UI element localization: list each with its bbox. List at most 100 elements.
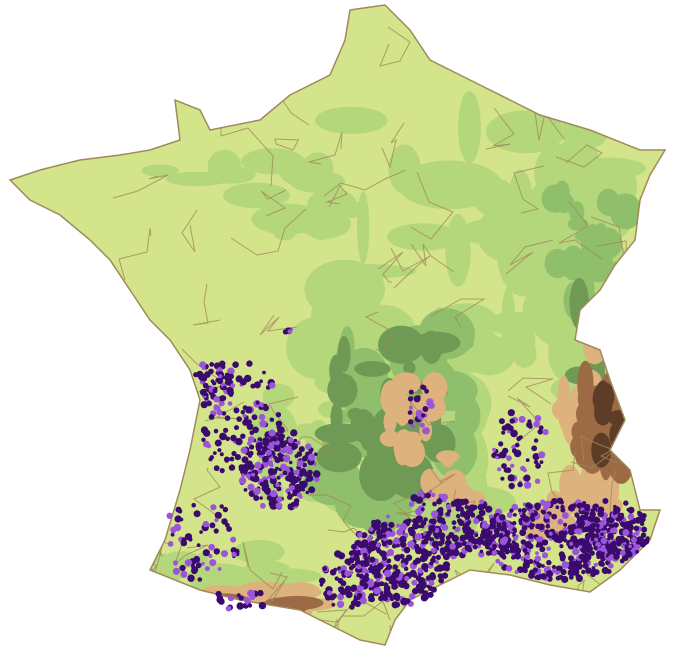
occurrence-point bbox=[638, 536, 644, 543]
department-border bbox=[192, 283, 221, 326]
mountain-mid-patch bbox=[551, 396, 583, 423]
occurrence-point bbox=[572, 568, 580, 576]
occurrence-point bbox=[220, 433, 227, 440]
occurrence-point bbox=[447, 508, 452, 514]
occurrence-point bbox=[373, 580, 381, 588]
mountain-mid-patch bbox=[619, 345, 638, 400]
occurrence-point bbox=[493, 532, 499, 538]
occurrence-point bbox=[243, 488, 248, 492]
occurrence-point bbox=[434, 560, 439, 565]
occurrence-point bbox=[208, 368, 214, 375]
occurrence-point bbox=[375, 578, 381, 583]
department-border bbox=[589, 16, 623, 78]
occurrence-point bbox=[510, 429, 518, 438]
occurrence-point bbox=[282, 470, 288, 476]
occurrence-point bbox=[173, 560, 178, 566]
occurrence-point bbox=[280, 463, 287, 471]
occurrence-point bbox=[366, 545, 374, 553]
upland-patch bbox=[596, 188, 620, 216]
occurrence-point bbox=[427, 591, 434, 598]
occurrence-point bbox=[417, 567, 424, 574]
occurrence-point bbox=[554, 569, 561, 575]
occurrence-point bbox=[501, 463, 507, 469]
occurrence-point bbox=[601, 544, 606, 550]
occurrence-point bbox=[483, 523, 488, 529]
occurrence-point bbox=[530, 512, 536, 518]
mountain-mid-patch bbox=[399, 438, 425, 468]
occurrence-point bbox=[559, 544, 564, 549]
occurrence-point bbox=[322, 566, 328, 572]
occurrence-point bbox=[225, 605, 232, 612]
occurrence-point bbox=[272, 436, 278, 442]
hills-patch bbox=[315, 106, 388, 134]
occurrence-point bbox=[379, 550, 387, 558]
department-border bbox=[259, 572, 288, 610]
occurrence-point bbox=[277, 433, 284, 440]
occurrence-point bbox=[557, 518, 564, 525]
occurrence-point bbox=[270, 474, 276, 479]
occurrence-point bbox=[386, 558, 392, 564]
occurrence-point bbox=[533, 438, 539, 443]
department-border bbox=[379, 26, 411, 67]
occurrence-point bbox=[268, 429, 276, 437]
hills-patch bbox=[233, 539, 285, 564]
department-border bbox=[41, 294, 121, 363]
occurrence-point bbox=[521, 525, 528, 531]
occurrence-point bbox=[375, 542, 381, 548]
occurrence-point bbox=[213, 395, 220, 403]
occurrence-point bbox=[287, 437, 294, 444]
occurrence-point bbox=[595, 523, 600, 529]
occurrence-point bbox=[603, 567, 610, 574]
occurrence-point bbox=[460, 554, 465, 559]
department-border bbox=[308, 131, 343, 165]
occurrence-point bbox=[588, 525, 596, 533]
occurrence-point bbox=[287, 491, 292, 496]
occurrence-point bbox=[351, 543, 357, 550]
occurrence-point bbox=[507, 474, 515, 482]
occurrence-point bbox=[544, 513, 550, 520]
occurrence-point bbox=[337, 593, 345, 601]
occurrence-point bbox=[191, 567, 198, 575]
occurrence-point bbox=[507, 523, 513, 529]
occurrence-point bbox=[209, 522, 216, 529]
occurrence-point bbox=[276, 486, 282, 492]
occurrence-point bbox=[318, 577, 326, 585]
occurrence-point bbox=[509, 508, 514, 513]
occurrence-point bbox=[492, 447, 497, 452]
occurrence-point bbox=[337, 552, 346, 560]
occurrence-point bbox=[479, 549, 484, 554]
occurrence-point bbox=[224, 415, 231, 421]
occurrence-point bbox=[522, 515, 530, 523]
occurrence-point bbox=[379, 581, 385, 587]
occurrence-point bbox=[562, 512, 569, 519]
department-border bbox=[390, 247, 431, 289]
occurrence-point bbox=[542, 429, 549, 436]
occurrence-point bbox=[606, 518, 610, 522]
occurrence-point bbox=[241, 456, 249, 464]
occurrence-point bbox=[247, 441, 252, 446]
department-border bbox=[220, 122, 274, 187]
department-border bbox=[189, 18, 209, 61]
occurrence-point bbox=[431, 492, 436, 498]
occurrence-point bbox=[221, 411, 227, 416]
occurrence-point bbox=[450, 500, 457, 507]
occurrence-point bbox=[600, 537, 608, 545]
occurrence-point bbox=[572, 547, 580, 556]
occurrence-point bbox=[214, 517, 219, 523]
occurrence-point bbox=[240, 410, 245, 415]
occurrence-point bbox=[236, 416, 242, 422]
occurrence-point bbox=[615, 535, 623, 543]
occurrence-point bbox=[407, 410, 413, 415]
occurrence-point bbox=[522, 547, 528, 553]
occurrence-point bbox=[261, 445, 268, 452]
occurrence-point bbox=[424, 534, 431, 541]
occurrence-point bbox=[209, 559, 217, 567]
occurrence-point bbox=[421, 385, 427, 391]
occurrence-point bbox=[570, 535, 578, 543]
occurrence-point bbox=[269, 463, 274, 468]
occurrence-point bbox=[619, 558, 625, 564]
occurrence-point bbox=[480, 532, 487, 538]
upland-patch bbox=[609, 261, 622, 294]
occurrence-point bbox=[421, 413, 426, 418]
